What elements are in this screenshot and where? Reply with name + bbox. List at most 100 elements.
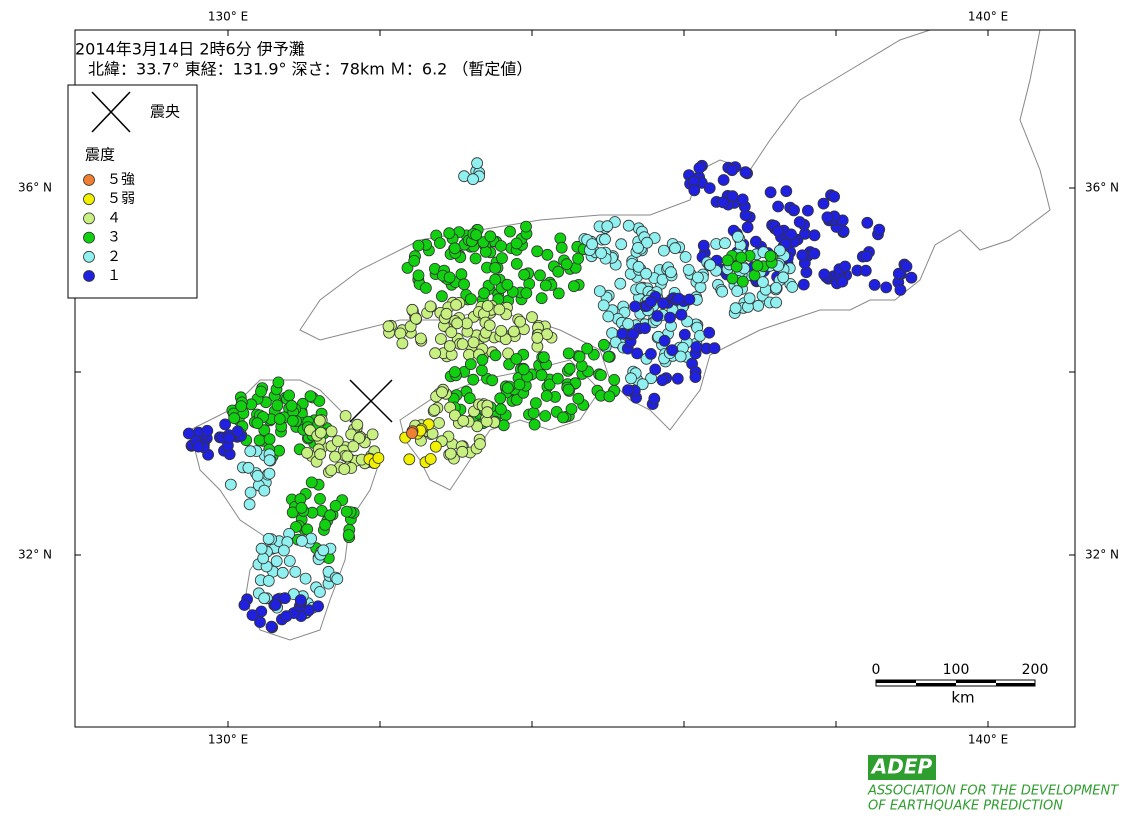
bottom-lon-label: 140° E: [968, 733, 1008, 747]
station-point: [341, 450, 354, 463]
station-point: [410, 312, 422, 325]
station-point: [780, 185, 793, 198]
station-point: [331, 573, 344, 585]
station-point: [489, 262, 502, 274]
station-point: [304, 390, 317, 403]
station-point: [223, 432, 236, 445]
station-point: [464, 358, 477, 371]
station-point: [496, 252, 508, 265]
legend-epicenter: 震央: [150, 103, 180, 121]
station-point: [283, 389, 296, 402]
station-point: [450, 298, 463, 311]
station-point: [201, 424, 214, 437]
station-point: [555, 241, 568, 254]
station-point: [419, 282, 432, 294]
bottom-lon-label: 130° E: [208, 733, 248, 747]
station-point: [272, 376, 285, 389]
station-point: [514, 315, 526, 328]
station-point: [382, 320, 395, 333]
station-point: [752, 299, 765, 312]
station-point: [773, 244, 786, 257]
station-point: [314, 492, 326, 505]
station-point: [257, 552, 270, 565]
station-point: [448, 242, 461, 255]
station-point: [443, 227, 456, 240]
station-point: [528, 418, 541, 431]
station-point: [251, 469, 264, 482]
scale-label: 200: [1022, 662, 1049, 678]
logo-line2: OF EARTHQUAKE PREDICTION: [868, 799, 1063, 814]
station-point: [675, 308, 688, 321]
station-point: [353, 432, 366, 444]
station-point: [467, 173, 479, 186]
station-point: [366, 428, 379, 441]
station-point: [694, 281, 707, 294]
station-point: [510, 237, 523, 250]
station-point: [802, 204, 814, 217]
station-point: [770, 296, 782, 309]
station-point: [493, 303, 506, 316]
station-point: [602, 350, 615, 363]
station-point: [622, 384, 634, 397]
logo-mark: ADEP: [870, 755, 933, 779]
station-point: [719, 237, 731, 250]
station-point: [639, 322, 651, 335]
station-point: [730, 260, 743, 273]
station-point: [285, 399, 298, 412]
station-point: [270, 555, 283, 568]
station-point: [319, 519, 332, 531]
station-point: [808, 229, 821, 242]
station-point: [520, 220, 532, 233]
legend-label: １: [107, 268, 121, 284]
station-point: [372, 452, 385, 464]
map-frame: [74, 29, 1076, 728]
station-point: [770, 281, 782, 294]
station-point: [243, 498, 256, 511]
station-point: [615, 238, 628, 251]
station-point: [627, 328, 639, 341]
station-point: [540, 390, 553, 402]
station-point: [495, 240, 507, 252]
station-point: [526, 311, 538, 324]
station-point: [894, 283, 907, 296]
station-point: [892, 267, 905, 280]
station-point: [305, 476, 318, 489]
station-point: [445, 326, 458, 339]
station-point: [440, 307, 453, 320]
station-point: [489, 273, 502, 286]
station-point: [481, 300, 494, 312]
station-point: [772, 200, 784, 213]
station-point: [658, 244, 670, 257]
station-point: [708, 342, 721, 355]
station-point: [314, 448, 327, 461]
station-point: [484, 230, 497, 243]
station-point: [748, 269, 761, 282]
station-point: [414, 332, 427, 345]
station-point: [534, 269, 546, 282]
station-point: [839, 260, 851, 273]
station-point: [557, 411, 569, 424]
station-point: [581, 342, 593, 355]
legend: 震央 震度 ５強 ５弱 ４ ３ ２ １: [67, 84, 198, 299]
station-point: [697, 239, 710, 252]
legend-swatch: [83, 231, 95, 244]
station-point: [483, 319, 496, 332]
station-point: [729, 302, 742, 315]
station-point: [573, 350, 586, 363]
station-point: [682, 263, 695, 276]
station-point: [351, 418, 364, 431]
station-point: [796, 249, 809, 262]
station-point: [717, 174, 730, 186]
station-point: [269, 599, 282, 611]
station-point: [443, 271, 456, 284]
station-point: [339, 410, 352, 422]
station-point: [394, 327, 407, 340]
top-lon-label: 130° E: [208, 10, 248, 24]
legend-swatch: [83, 270, 95, 282]
station-point: [494, 392, 507, 405]
station-point: [329, 499, 342, 512]
scale-unit: km: [951, 689, 974, 707]
station-point: [599, 233, 611, 246]
station-point: [467, 373, 480, 386]
